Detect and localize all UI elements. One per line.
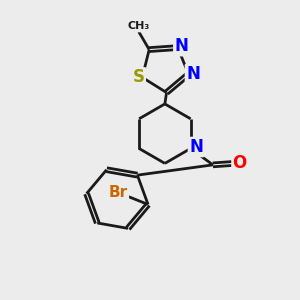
Text: N: N <box>174 37 188 55</box>
Text: Br: Br <box>109 185 128 200</box>
Text: S: S <box>133 68 145 86</box>
Text: CH₃: CH₃ <box>128 21 150 32</box>
Text: N: N <box>186 65 200 83</box>
Text: N: N <box>189 138 203 156</box>
Text: O: O <box>232 154 247 172</box>
